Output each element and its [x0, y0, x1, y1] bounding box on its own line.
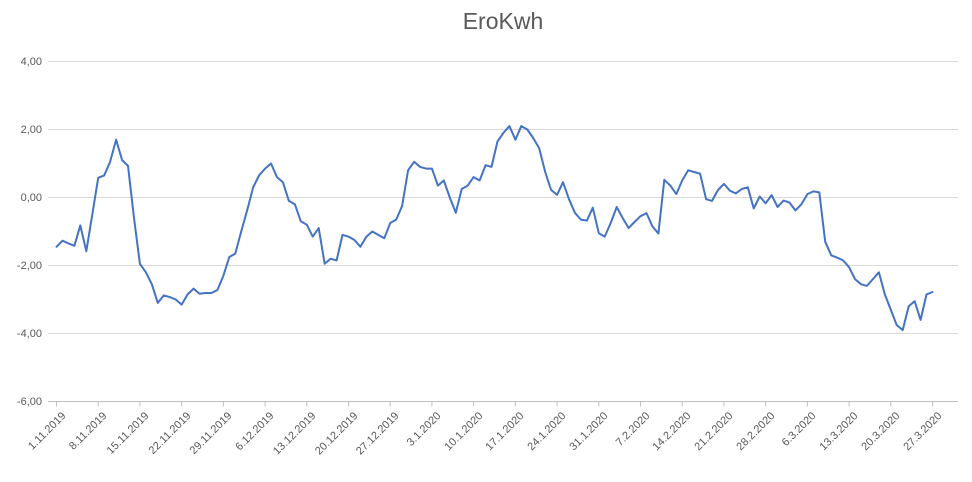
y-axis-label: -6,00 [16, 395, 42, 408]
series-line [55, 125, 934, 332]
y-axis-label: 2,00 [20, 123, 42, 136]
chart-title: EroKwh [462, 8, 544, 34]
y-axis-label: -2,00 [16, 259, 42, 272]
y-axis-label: -4,00 [16, 327, 42, 340]
y-axis-label: 4,00 [20, 55, 42, 68]
y-axis-label: 0,00 [20, 191, 42, 204]
